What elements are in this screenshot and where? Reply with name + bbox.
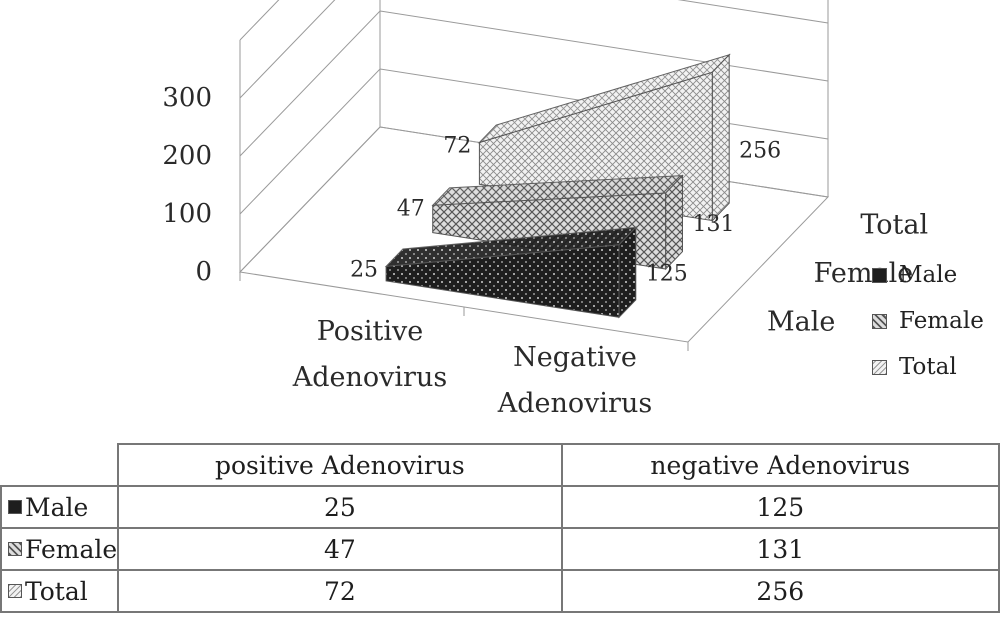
- chart-plot: 0 100 200 300 72 256 47 131 25 125 Male Female Total…: [162, 0, 928, 419]
- x-category-label: Adenovirus: [292, 362, 447, 393]
- table-header-row: positive Adenovirus negative Adenovirus: [1, 443, 1000, 487]
- table-row-label: Total: [0, 569, 120, 613]
- legend-item-female: Female: [872, 298, 984, 344]
- table-row-label: Male: [0, 485, 120, 529]
- table-swatch-total: [8, 584, 22, 598]
- table-row-label-text: Male: [25, 492, 89, 522]
- data-label-female-positive: 47: [397, 196, 425, 221]
- table-cell: 125: [560, 485, 1000, 529]
- data-label-male-positive: 25: [350, 257, 378, 282]
- table-row-label-text: Total: [25, 576, 88, 606]
- table-cell: 131: [560, 527, 1000, 571]
- table-cell: 256: [560, 569, 1000, 613]
- y-tick-label: 200: [162, 141, 212, 171]
- x-category-label: Negative: [513, 342, 637, 373]
- legend-label-total: Total: [899, 354, 957, 380]
- legend-swatch-female: [872, 313, 887, 329]
- table-corner-cell: [1, 444, 120, 487]
- table-header-cell: negative Adenovirus: [560, 443, 1000, 487]
- data-label-total-positive: 72: [443, 133, 471, 158]
- depth-axis-label: Female: [814, 258, 914, 289]
- y-tick-label: 100: [162, 199, 212, 229]
- table-row: Male 25 125: [0, 485, 1000, 529]
- table-row: Female 47 131: [0, 527, 1000, 571]
- table-cell: 47: [117, 527, 563, 571]
- series-male-end: [618, 226, 637, 319]
- data-label-total-negative: 256: [739, 138, 781, 163]
- y-tick-label: 300: [162, 83, 212, 113]
- legend-label-male: Male: [899, 262, 958, 288]
- table-header-cell: positive Adenovirus: [117, 443, 563, 487]
- gridline: [239, 0, 829, 99]
- data-table: positive Adenovirus negative Adenovirus …: [0, 443, 1000, 613]
- x-category-label: Positive: [317, 316, 424, 347]
- table-row-label-text: Female: [25, 534, 118, 564]
- table-row-label: Female: [0, 527, 120, 571]
- table-cell: 72: [117, 569, 563, 613]
- y-tick-label: 0: [195, 257, 212, 287]
- legend-label-female: Female: [899, 308, 984, 334]
- table-swatch-male: [8, 500, 22, 514]
- legend-swatch-male: [872, 267, 887, 283]
- depth-axis-label: Male: [767, 306, 835, 337]
- depth-axis-label: Total: [860, 210, 928, 241]
- table-row: Total 72 256: [0, 569, 1000, 613]
- floor-outline: [238, 126, 830, 343]
- table-cell: 25: [117, 485, 563, 529]
- table-swatch-female: [8, 542, 22, 556]
- legend-item-total: Total: [872, 344, 984, 390]
- data-label-female-negative: 131: [692, 212, 734, 237]
- series-female-end: [665, 174, 683, 271]
- chart-legend: Male Female Total: [872, 252, 984, 390]
- x-category-label: Adenovirus: [497, 388, 652, 419]
- data-label-male-negative: 125: [646, 262, 688, 287]
- series-total-end: [711, 53, 730, 222]
- legend-item-male: Male: [872, 252, 984, 298]
- legend-swatch-total: [872, 359, 887, 375]
